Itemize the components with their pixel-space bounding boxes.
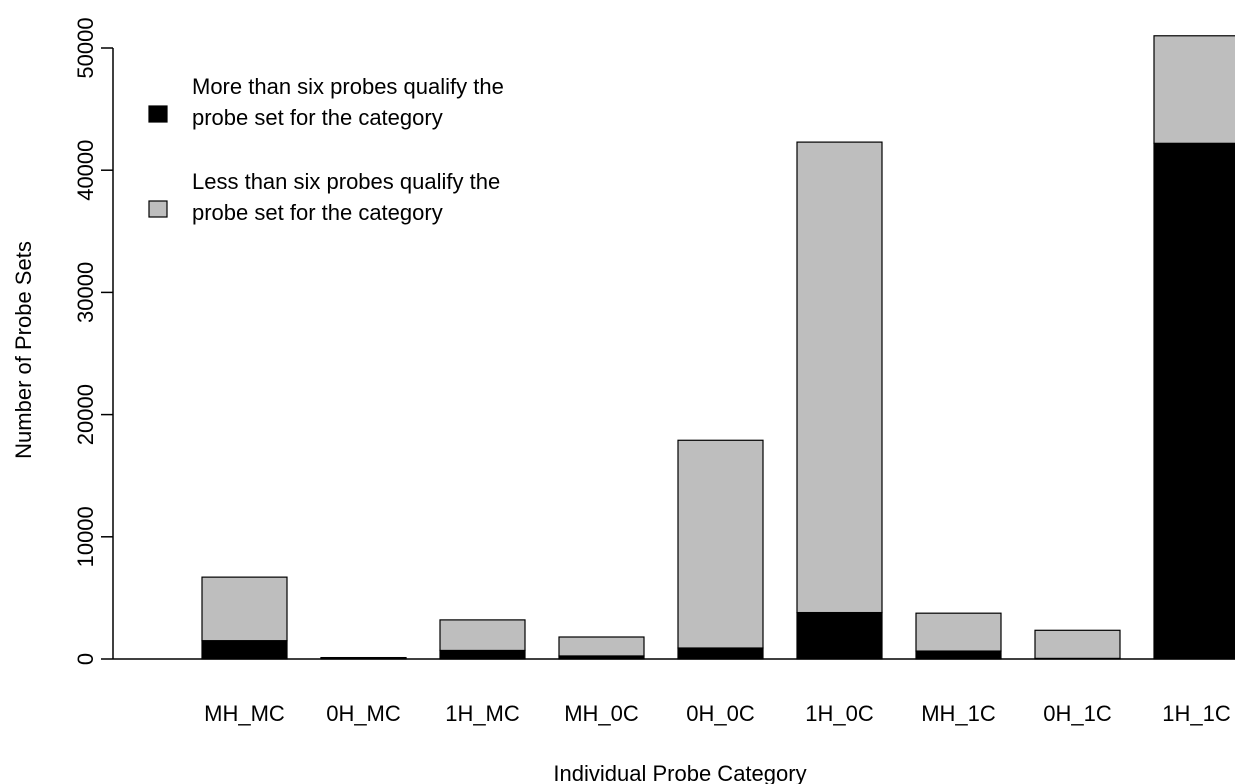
legend-text-2-line-2: probe set for the category	[192, 200, 443, 225]
x-tick-label-1H_MC: 1H_MC	[445, 701, 520, 726]
bar-MH_MC-series-1	[201, 640, 288, 660]
bar-MH_1C-series-2	[915, 612, 1002, 652]
bar-MH_MC-series-2	[201, 576, 288, 642]
x-tick-label-0H_1C: 0H_1C	[1043, 701, 1112, 726]
bars	[113, 35, 1235, 660]
bar-0H_0C-series-2	[677, 439, 764, 649]
legend-text-2-line-1: Less than six probes qualify the	[192, 169, 500, 194]
x-tick-label-MH_MC: MH_MC	[204, 701, 285, 726]
x-tick-label-MH_1C: MH_1C	[921, 701, 996, 726]
bar-0H_1C-series-2	[1034, 629, 1121, 659]
bar-1H_MC-series-2	[439, 619, 526, 652]
y-axis: 0 10000 20000 30000 40000 50000	[73, 17, 114, 665]
bar-1H_0C-series-2	[796, 141, 883, 614]
y-tick-label: 20000	[73, 384, 98, 445]
y-tick-label: 40000	[73, 140, 98, 201]
x-axis-title: Individual Probe Category	[553, 761, 806, 784]
x-tick-labels: MH_MC 0H_MC 1H_MC MH_0C 0H_0C 1H_0C MH_1C 0H_1C…	[204, 701, 1231, 726]
bar-MH_1C-series-1	[915, 650, 1002, 660]
bar-0H_0C-series-1	[677, 647, 764, 660]
bar-1H_MC-series-1	[439, 649, 526, 660]
legend-text-1-line-2: probe set for the category	[192, 105, 443, 130]
y-tick-label: 50000	[73, 17, 98, 78]
y-axis-title: Number of Probe Sets	[11, 241, 36, 459]
x-tick-label-MH_0C: MH_0C	[564, 701, 639, 726]
bar-MH_0C-series-2	[558, 636, 645, 657]
legend-swatch-1	[148, 105, 168, 123]
bar-1H_0C-series-1	[796, 611, 883, 660]
y-tick-label: 0	[73, 653, 98, 665]
x-tick-label-0H_0C: 0H_0C	[686, 701, 755, 726]
bar-1H_1C-series-2	[1153, 35, 1235, 144]
x-tick-label-1H_1C: 1H_1C	[1162, 701, 1231, 726]
x-tick-label-0H_MC: 0H_MC	[326, 701, 401, 726]
y-tick-label: 10000	[73, 506, 98, 567]
y-tick-label: 30000	[73, 262, 98, 323]
x-tick-label-1H_0C: 1H_0C	[805, 701, 874, 726]
bar-0H_MC-series-2	[320, 656, 407, 659]
legend: More than six probes qualify the probe se…	[148, 74, 504, 225]
legend-swatch-2	[148, 200, 168, 218]
bar-1H_1C-series-1	[1153, 142, 1235, 660]
legend-text-1-line-1: More than six probes qualify the	[192, 74, 504, 99]
